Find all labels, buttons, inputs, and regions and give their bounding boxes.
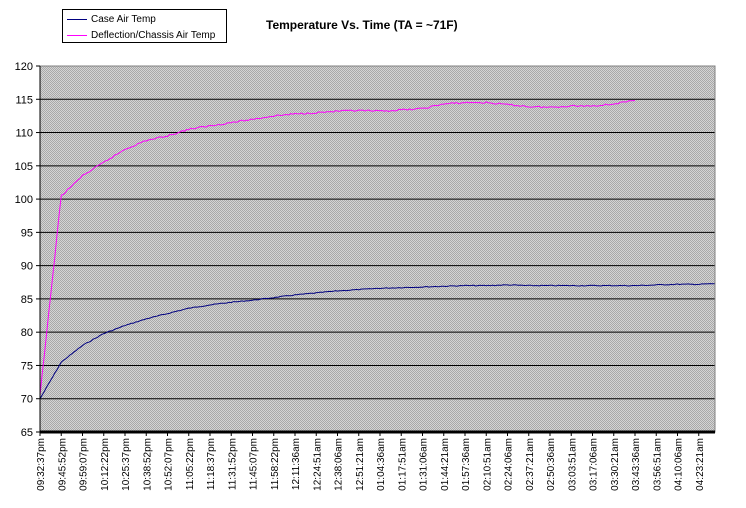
legend-entry-deflection-chassis-air-temp: Deflection/Chassis Air Temp [67,28,215,42]
x-tick-label-30: 04:10:06am [674,438,685,491]
y-tick-label-85: 85 [21,294,33,306]
legend-swatch-deflection-chassis-air-temp [67,34,87,36]
x-tick-label-3: 10:12:22pm [100,438,111,491]
x-tick-label-12: 12:11:36am [291,438,302,490]
y-tick-label-90: 90 [21,261,33,273]
x-tick-label-5: 10:38:52pm [142,438,153,491]
y-tick-label-120: 120 [15,61,33,73]
x-tick-label-16: 01:04:36am [376,438,387,491]
x-tick-label-21: 02:10:51am [482,438,493,491]
x-axis-ticks: 09:32:37pm 09:45:52pm 09:59:07pm 10:12:22pm… [36,432,706,491]
x-tick-label-8: 11:18:37pm [206,438,217,490]
x-tick-label-31: 04:23:21am [695,438,706,491]
x-tick-label-24: 02:50:36am [546,438,557,491]
x-tick-label-1: 09:45:52pm [57,438,68,491]
x-tick-label-26: 03:17:06am [589,438,600,491]
legend-swatch-case-air-temp [67,18,87,20]
legend-label-deflection-chassis-air-temp: Deflection/Chassis Air Temp [91,29,216,41]
x-tick-label-11: 11:58:22pm [270,438,281,490]
x-tick-label-22: 02:24:06am [504,438,515,491]
x-tick-label-20: 01:57:36am [461,438,472,491]
series-line-deflection-chassis-air-temp [39,100,635,396]
y-tick-label-110: 110 [15,128,33,140]
y-tick-label-70: 70 [21,394,33,406]
x-tick-label-28: 03:43:36am [631,438,642,491]
x-tick-label-4: 10:25:37pm [121,438,132,491]
x-tick-label-9: 11:31:52pm [227,438,238,490]
y-tick-label-95: 95 [21,227,33,239]
x-tick-label-6: 10:52:07pm [164,438,175,491]
legend-label-case-air-temp: Case Air Temp [91,13,156,25]
y-tick-label-115: 115 [15,94,33,106]
x-tick-label-29: 03:56:51am [652,438,663,491]
x-tick-label-25: 03:03:51am [567,438,578,491]
x-tick-label-10: 11:45:07pm [249,438,260,490]
x-tick-label-15: 12:51:21am [355,438,366,491]
x-tick-label-18: 01:31:06am [419,438,430,491]
x-tick-label-13: 12:24:51am [312,438,323,491]
x-tick-label-17: 01:17:51am [397,438,408,491]
series-line-case-air-temp [39,283,716,399]
y-tick-label-80: 80 [21,327,33,339]
y-tick-label-105: 105 [15,161,33,173]
y-axis-ticks: 65 70 75 80 85 90 95 100 105 110 115 120 [15,61,40,439]
x-tick-label-7: 11:05:22pm [185,438,196,490]
x-tick-label-19: 01:44:21am [440,438,451,491]
x-tick-label-23: 02:37:21am [525,438,536,491]
legend: Case Air Temp Deflection/Chassis Air Tem… [62,9,227,43]
x-tick-label-14: 12:38:06am [334,438,345,491]
x-tick-label-27: 03:30:21am [610,438,621,491]
y-tick-label-100: 100 [15,194,33,206]
chart-title: Temperature Vs. Time (TA = ~71F) [266,18,458,32]
y-tick-label-65: 65 [21,427,33,439]
y-tick-label-75: 75 [21,360,33,372]
x-tick-label-0: 09:32:37pm [36,438,47,491]
plot-area [40,66,715,432]
legend-entry-case-air-temp: Case Air Temp [67,12,156,26]
series-lines [39,100,716,399]
x-tick-label-2: 09:59:07pm [79,438,90,491]
